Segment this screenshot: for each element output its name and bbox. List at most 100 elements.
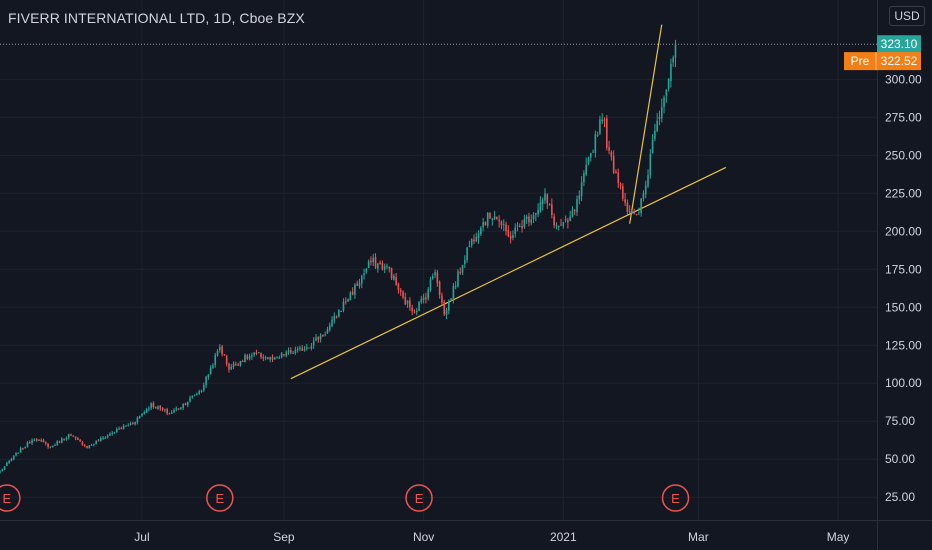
candle: [415, 308, 418, 316]
candle: [248, 353, 251, 361]
candle: [241, 359, 244, 363]
candle: [97, 439, 100, 442]
candle: [168, 412, 171, 415]
x-tick-label: 2021: [550, 530, 577, 544]
candle: [578, 190, 581, 205]
candle: [191, 395, 194, 399]
candle: [342, 298, 345, 313]
price-axis[interactable]: 25.00 50.00 75.00 100.00 125.00 150.00 175.00 2…: [877, 0, 932, 550]
candle: [70, 433, 72, 437]
candle: [464, 255, 466, 269]
candle: [532, 212, 535, 224]
candle: [635, 213, 638, 216]
candle: [347, 298, 349, 302]
candle: [235, 361, 237, 366]
candle: [537, 203, 539, 217]
candle: [308, 347, 310, 349]
currency-button[interactable]: USD: [889, 6, 925, 26]
candle: [0, 469, 1, 474]
y-tick-label: 175.00: [885, 262, 922, 276]
candle: [367, 259, 370, 269]
candle: [202, 382, 205, 393]
candle: [448, 299, 450, 315]
candle: [312, 337, 315, 349]
candle: [518, 223, 521, 228]
candle: [425, 292, 427, 304]
candle: [452, 282, 455, 304]
candlestick-series: [0, 39, 677, 474]
candle: [649, 148, 652, 179]
candle: [569, 210, 571, 222]
candle: [468, 240, 471, 248]
candle: [324, 331, 326, 337]
candle: [24, 446, 26, 449]
candle: [610, 150, 613, 161]
earnings-marker[interactable]: E: [206, 484, 234, 512]
candle: [571, 206, 574, 218]
x-tick-label: Nov: [413, 530, 434, 544]
candle: [81, 440, 84, 446]
candle: [576, 195, 578, 217]
candle: [310, 343, 313, 351]
candle: [15, 452, 17, 457]
trendline[interactable]: [290, 166, 727, 380]
chart-title: FIVERR INTERNATIONAL LTD, 1D, Cboe BZX: [8, 10, 305, 26]
candle: [49, 446, 52, 449]
candle: [402, 290, 404, 300]
candle: [374, 253, 377, 269]
candle: [587, 156, 590, 166]
candle: [251, 352, 253, 361]
candle: [77, 436, 79, 440]
candle: [477, 230, 480, 244]
candle: [58, 440, 61, 444]
candle: [253, 351, 255, 357]
candle: [42, 438, 45, 443]
chart-grid: [0, 0, 877, 520]
candle: [599, 115, 601, 136]
candle: [628, 205, 631, 214]
candle: [331, 316, 333, 328]
candle: [640, 197, 642, 217]
candle: [512, 230, 514, 241]
candle: [154, 406, 157, 409]
candle: [606, 115, 608, 151]
y-tick-label: 100.00: [885, 376, 922, 390]
trendline[interactable]: [629, 24, 663, 224]
earnings-marker[interactable]: E: [0, 484, 21, 512]
candle: [580, 176, 583, 202]
earnings-marker[interactable]: E: [661, 484, 690, 512]
candle: [647, 169, 649, 189]
candle: [170, 410, 173, 414]
candle: [326, 326, 329, 334]
candle: [196, 392, 198, 396]
candle: [672, 55, 675, 67]
candle: [498, 215, 500, 228]
candle: [33, 438, 36, 442]
candle: [278, 355, 281, 360]
time-axis[interactable]: Jul Sep Nov 2021 Mar May: [0, 520, 932, 545]
candle: [608, 140, 610, 155]
candle: [319, 333, 322, 343]
candle: [122, 424, 125, 430]
candle: [624, 192, 626, 207]
candle: [12, 455, 15, 461]
candle: [175, 406, 178, 412]
premarket-tag: Pre: [851, 54, 870, 68]
candle: [28, 440, 31, 444]
candle: [54, 443, 56, 446]
candle: [438, 280, 441, 299]
trendlines[interactable]: [290, 24, 727, 380]
candle: [638, 207, 640, 216]
candle: [8, 459, 10, 465]
candle: [553, 213, 555, 229]
candle: [51, 445, 54, 448]
earnings-marker[interactable]: E: [405, 484, 433, 512]
y-tick-label: 75.00: [885, 414, 915, 428]
candle: [404, 292, 407, 305]
candle: [67, 433, 70, 440]
candle: [514, 223, 517, 238]
candle: [127, 423, 130, 427]
candle: [528, 212, 530, 227]
